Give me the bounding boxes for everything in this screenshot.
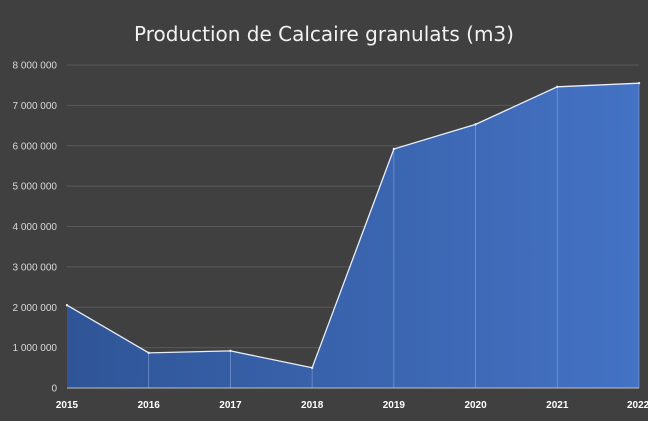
y-tick-label: 1 000 000 xyxy=(13,343,58,354)
data-point xyxy=(310,366,314,370)
x-tick-label: 2022 xyxy=(627,400,648,411)
data-point xyxy=(65,304,69,307)
data-point xyxy=(147,351,150,355)
x-tick-label: 2016 xyxy=(138,400,161,411)
x-tick-label: 2018 xyxy=(301,400,324,411)
chart-title: Production de Calcaire granulats (m3) xyxy=(134,22,514,46)
y-tick-label: 2 000 000 xyxy=(13,303,58,314)
x-tick-label: 2021 xyxy=(546,400,569,411)
x-tick-label: 2019 xyxy=(383,400,406,411)
y-tick-label: 7 000 000 xyxy=(13,101,58,112)
data-point xyxy=(474,123,477,126)
data-point xyxy=(229,349,232,353)
y-tick-label: 6 000 000 xyxy=(13,141,58,152)
area-fill xyxy=(67,83,639,388)
area-series xyxy=(65,81,641,388)
y-tick-label: 3 000 000 xyxy=(13,262,58,273)
data-point xyxy=(556,85,559,89)
data-point xyxy=(637,81,641,85)
y-tick-label: 0 xyxy=(51,384,57,395)
y-tick-label: 5 000 000 xyxy=(13,182,58,193)
y-tick-label: 8 000 000 xyxy=(13,61,58,72)
y-tick-label: 4 000 000 xyxy=(13,222,58,233)
x-tick-label: 2017 xyxy=(219,400,242,411)
x-tick-label: 2020 xyxy=(464,400,487,411)
data-point xyxy=(392,147,396,151)
axes: 0 1 000 000 2 000 000 3 000 000 4 000 000 5 0… xyxy=(13,61,648,412)
x-tick-label: 2015 xyxy=(56,400,79,411)
series-line xyxy=(66,82,640,369)
